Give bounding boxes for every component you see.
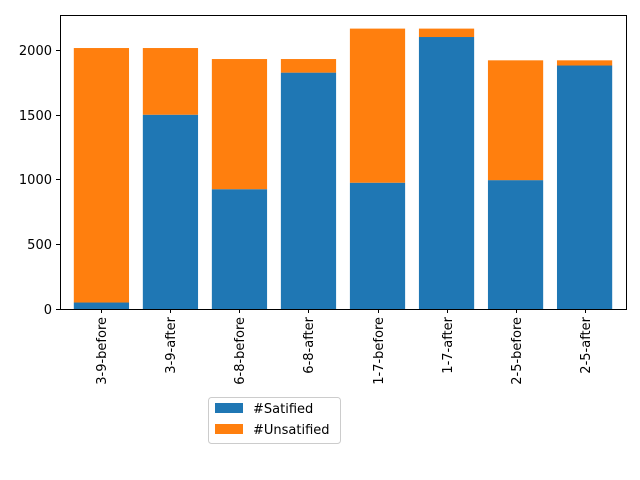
bar-satisfied-1-7-after (418, 37, 475, 310)
bar-unsatisfied-2-5-after (556, 60, 613, 66)
legend-swatch-unsatisfied (215, 424, 243, 434)
legend-label-unsatisfied: #Unsatified (253, 423, 330, 438)
bar-satisfied-6-8-before (211, 189, 268, 309)
bar-unsatisfied-3-9-after (142, 48, 199, 115)
bar-satisfied-1-7-before (349, 182, 406, 309)
bar-satisfied-3-9-before (73, 302, 130, 309)
legend-swatch-satisfied (215, 403, 243, 413)
y-tick-label: 2000 (19, 44, 52, 59)
x-tick-label: 1-7-after (441, 316, 456, 373)
bar-unsatisfied-2-5-before (487, 60, 544, 181)
x-tick-label: 6-8-before (233, 317, 248, 385)
bar-satisfied-2-5-after (556, 65, 613, 309)
bar-unsatisfied-1-7-before (349, 28, 406, 183)
x-tick-label: 6-8-after (302, 316, 317, 373)
y-tick-label: 500 (27, 238, 52, 253)
y-tick-label: 1500 (19, 109, 52, 124)
axes-frame (60, 15, 627, 310)
bar-unsatisfied-6-8-before (211, 59, 268, 190)
x-tick-label: 1-7-before (372, 317, 387, 385)
x-axis: 3-9-before 3-9-after 6-8-before 6-8-after 1-… (95, 309, 594, 385)
bar-satisfied-2-5-before (487, 180, 544, 309)
x-tick-label: 2-5-after (579, 316, 594, 373)
x-tick-label: 3-9-after (164, 316, 179, 373)
bar-satisfied-6-8-after (280, 72, 337, 309)
bar-unsatisfied-1-7-after (418, 28, 475, 38)
y-tick-label: 0 (44, 303, 52, 318)
x-tick-label: 3-9-before (95, 317, 110, 385)
bars-layer (73, 28, 613, 310)
bar-unsatisfied-6-8-after (280, 59, 337, 73)
legend-label-satisfied: #Satified (253, 402, 313, 417)
bar-satisfied-3-9-after (142, 114, 199, 310)
x-tick-label: 2-5-before (510, 317, 525, 385)
y-axis: 0 500 1000 1500 2000 (19, 44, 60, 318)
legend: #Satified #Unsatified (208, 397, 341, 444)
bar-unsatisfied-3-9-before (73, 48, 130, 303)
y-tick-label: 1000 (19, 173, 52, 188)
